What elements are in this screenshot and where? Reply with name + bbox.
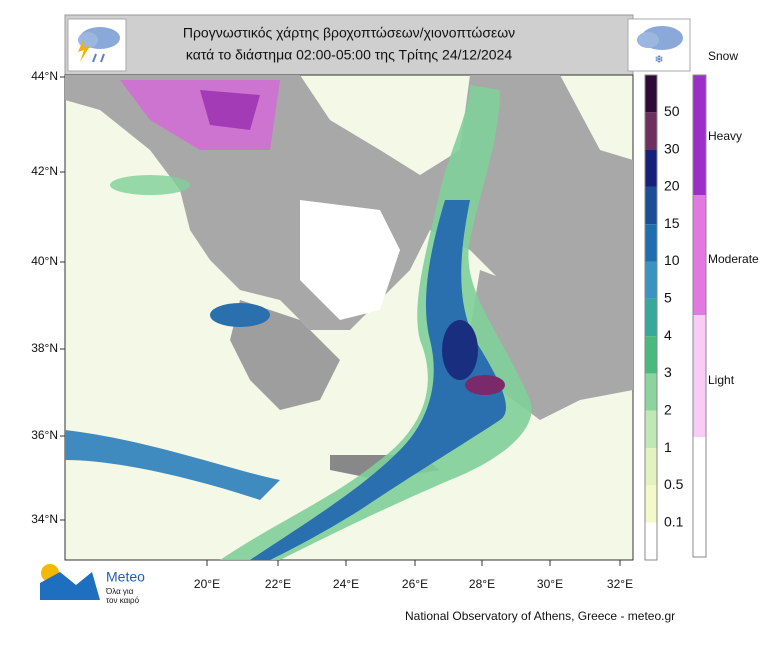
rain-level: 20 [664,178,680,194]
colorbar-segment [645,224,657,262]
logo [40,564,100,600]
colorbar-segment [645,186,657,225]
rain-level: 15 [664,215,680,231]
colorbar-segment [645,75,657,113]
rain-icon [78,27,120,63]
lat-label: 44°N [31,69,58,83]
lat-labels: 44°N 42°N 40°N 38°N 36°N 34°N [31,69,65,526]
colorbar-segment [645,261,657,299]
colorbar-segment [645,410,657,449]
svg-text:❄: ❄ [654,54,663,66]
snow-level: Moderate [708,252,759,266]
rain-colorbar: 50 30 20 15 10 5 4 3 2 1 0.5 0.1 [644,74,684,561]
rain-level: 2 [664,401,672,417]
lat-label: 38°N [31,341,58,355]
rain-level: 50 [664,103,680,119]
logo-tagline: τον καιρό [106,596,140,605]
lon-label: 22°E [265,577,291,591]
rain-level: 0.1 [664,513,684,529]
colorbar-segment [645,112,657,150]
lon-label: 20°E [194,577,220,591]
rain-level: 3 [664,364,672,380]
lat-label: 36°N [31,428,58,442]
footer-credit: National Observatory of Athens, Greece -… [405,609,675,623]
colorbar-segment [645,373,657,411]
header-box [64,14,634,76]
colorbar-segment [645,485,657,523]
colorbar-segment [645,448,657,486]
rain-level: 1 [664,439,672,455]
snow-level: Heavy [708,129,742,143]
lon-label: 26°E [402,577,428,591]
snow-title: Snow [708,49,738,63]
snow-icon: ❄ [637,26,683,66]
logo-name: Meteo [106,569,145,585]
title-line: Προγνωστικός χάρτης βροχοπτώσεων/χιονοπτ… [183,25,515,41]
colorbar-segment [645,522,657,560]
map [64,74,634,561]
lon-label: 30°E [537,577,563,591]
rain-level: 5 [664,290,672,306]
lat-label: 34°N [31,512,58,526]
title-line: κατά το διάστημα 02:00-05:00 της Τρίτης … [186,47,512,63]
snow-level: Light [708,373,735,387]
rain-level: 4 [664,327,672,343]
colorbar-segment [645,298,657,337]
lon-label: 32°E [607,577,633,591]
rain-level: 30 [664,140,680,156]
colorbar-segment [645,336,657,374]
logo-tagline: Όλα για [105,587,134,596]
lon-label: 24°E [333,577,359,591]
lon-label: 28°E [469,577,495,591]
colorbar-segment [645,149,657,187]
snow-colorbar [692,74,707,558]
colorbar-frame [644,74,658,561]
rain-level: 0.5 [664,476,684,492]
lat-label: 40°N [31,254,58,268]
rain-level: 10 [664,252,680,268]
lat-label: 42°N [31,164,58,178]
lon-labels: 20°E 22°E 24°E 26°E 28°E 30°E 32°E [194,560,633,591]
